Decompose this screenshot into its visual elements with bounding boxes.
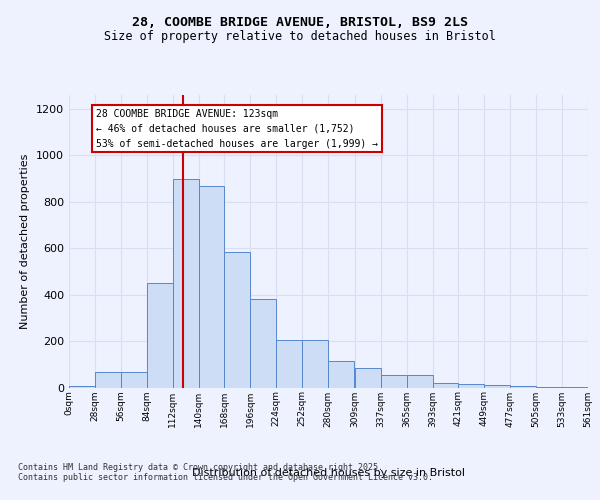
- Bar: [381, 374, 407, 388]
- Bar: [510, 386, 536, 388]
- Bar: [276, 340, 302, 388]
- Bar: [433, 383, 458, 388]
- Bar: [250, 300, 276, 388]
- Bar: [302, 340, 328, 388]
- Bar: [355, 368, 381, 388]
- Bar: [458, 384, 484, 388]
- Text: 28, COOMBE BRIDGE AVENUE, BRISTOL, BS9 2LS: 28, COOMBE BRIDGE AVENUE, BRISTOL, BS9 2…: [132, 16, 468, 29]
- Bar: [147, 283, 173, 388]
- Bar: [328, 361, 354, 388]
- Text: 28 COOMBE BRIDGE AVENUE: 123sqm
← 46% of detached houses are smaller (1,752)
53%: 28 COOMBE BRIDGE AVENUE: 123sqm ← 46% of…: [96, 109, 378, 148]
- Bar: [484, 385, 510, 388]
- Y-axis label: Number of detached properties: Number of detached properties: [20, 154, 31, 329]
- Bar: [407, 374, 433, 388]
- Text: Contains HM Land Registry data © Crown copyright and database right 2025.
Contai: Contains HM Land Registry data © Crown c…: [18, 462, 433, 482]
- Bar: [173, 178, 199, 388]
- Bar: [224, 252, 250, 388]
- Text: Size of property relative to detached houses in Bristol: Size of property relative to detached ho…: [104, 30, 496, 43]
- X-axis label: Distribution of detached houses by size in Bristol: Distribution of detached houses by size …: [192, 468, 465, 478]
- Bar: [69, 386, 95, 388]
- Bar: [121, 372, 147, 388]
- Bar: [95, 372, 121, 388]
- Bar: [199, 186, 224, 388]
